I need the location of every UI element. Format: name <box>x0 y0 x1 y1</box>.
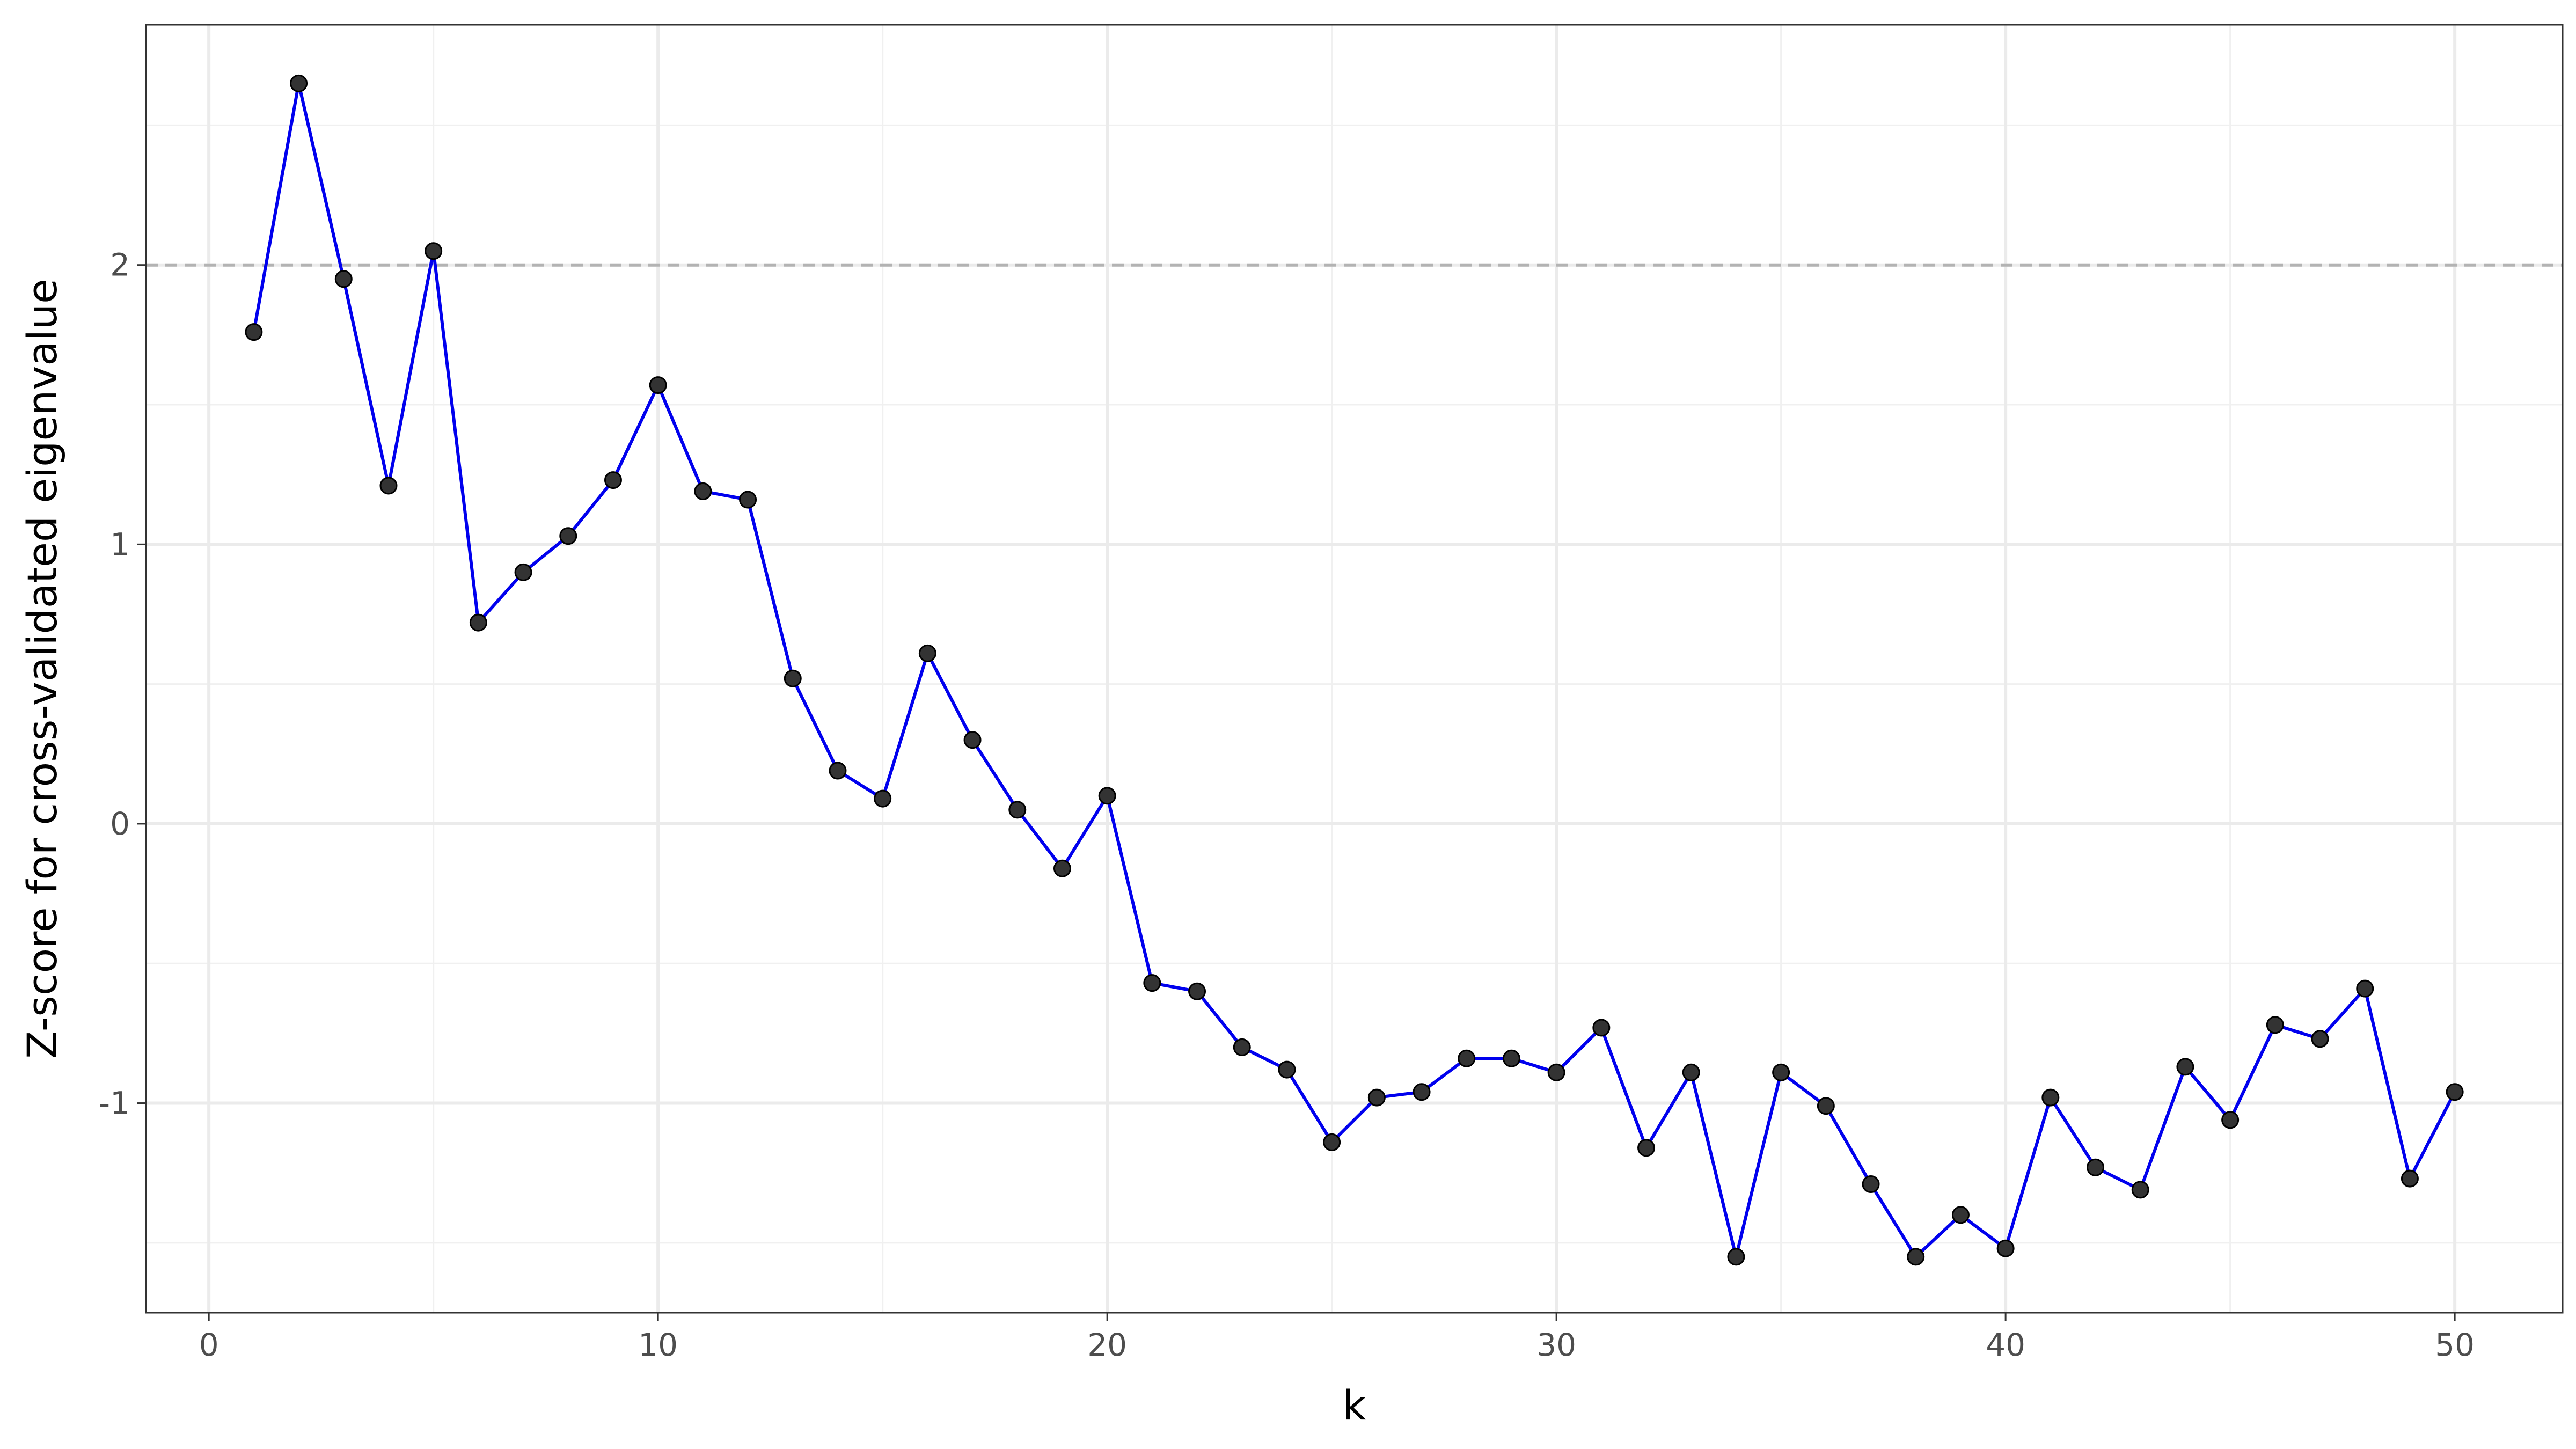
data-point <box>1413 1083 1431 1101</box>
data-point <box>604 471 622 489</box>
y-axis-ticks: -1 0 1 2 <box>99 247 146 1122</box>
data-point <box>1637 1139 1656 1157</box>
data-point <box>2356 979 2374 998</box>
x-tick-label: 0 <box>199 1327 219 1363</box>
data-point <box>2401 1169 2419 1188</box>
x-tick-label: 40 <box>1986 1327 2025 1363</box>
y-axis-title: Z-score for cross-validated eigenvalue <box>18 279 66 1059</box>
data-point <box>2266 1016 2284 1034</box>
data-point <box>2087 1158 2105 1176</box>
series-line <box>252 82 2456 1258</box>
data-point <box>2131 1181 2149 1199</box>
data-point <box>379 477 398 495</box>
data-point <box>1053 859 1071 877</box>
data-point <box>918 644 936 662</box>
data-point <box>1547 1063 1565 1081</box>
data-point <box>1188 982 1206 1000</box>
data-point <box>2221 1111 2240 1129</box>
data-point <box>784 669 802 687</box>
data-point <box>1907 1248 1925 1266</box>
panel-border <box>145 24 2564 1314</box>
data-point <box>425 242 443 260</box>
data-point <box>1323 1133 1341 1151</box>
x-tick-label: 10 <box>638 1327 678 1363</box>
data-point <box>874 789 892 808</box>
y-tick-label: -1 <box>99 1085 130 1122</box>
data-point <box>2311 1030 2329 1048</box>
y-tick-label: 0 <box>110 806 130 842</box>
data-point <box>514 563 532 581</box>
data-point <box>1592 1019 1611 1037</box>
data-point <box>334 270 353 288</box>
x-tick-label: 50 <box>2435 1327 2475 1363</box>
data-point <box>1996 1239 2015 1257</box>
x-tick-label: 20 <box>1087 1327 1127 1363</box>
data-point <box>1143 974 1161 992</box>
data-point <box>2176 1058 2194 1076</box>
data-point <box>1233 1038 1251 1056</box>
data-point <box>963 731 982 749</box>
data-point <box>829 762 847 780</box>
data-point <box>1008 801 1027 819</box>
data-point <box>1727 1248 1745 1266</box>
data-point <box>1502 1049 1520 1067</box>
data-point <box>559 527 577 545</box>
data-point <box>739 491 757 509</box>
minor-gridlines <box>146 25 2563 1313</box>
x-axis-title: k <box>1342 1381 1366 1429</box>
data-point <box>649 376 667 394</box>
data-point <box>2041 1088 2060 1107</box>
data-point <box>290 74 308 92</box>
major-gridlines <box>146 25 2563 1313</box>
data-point <box>469 613 487 632</box>
data-point <box>1862 1175 1880 1194</box>
data-point <box>1951 1206 1970 1224</box>
data-point <box>1458 1049 1476 1067</box>
data-point <box>1098 787 1116 805</box>
x-tick-label: 30 <box>1536 1327 1576 1363</box>
data-points <box>245 74 2464 1266</box>
data-point <box>1817 1097 1835 1115</box>
data-point <box>1278 1060 1296 1079</box>
data-point <box>694 482 712 500</box>
data-point <box>1772 1063 1790 1081</box>
data-point <box>245 323 263 341</box>
y-tick-label: 2 <box>110 247 130 283</box>
data-point <box>2446 1083 2464 1101</box>
data-point <box>1367 1088 1386 1107</box>
y-tick-label: 1 <box>110 526 130 562</box>
x-axis-ticks: 0 10 20 30 40 50 <box>199 1313 2475 1363</box>
data-point <box>1682 1063 1700 1081</box>
